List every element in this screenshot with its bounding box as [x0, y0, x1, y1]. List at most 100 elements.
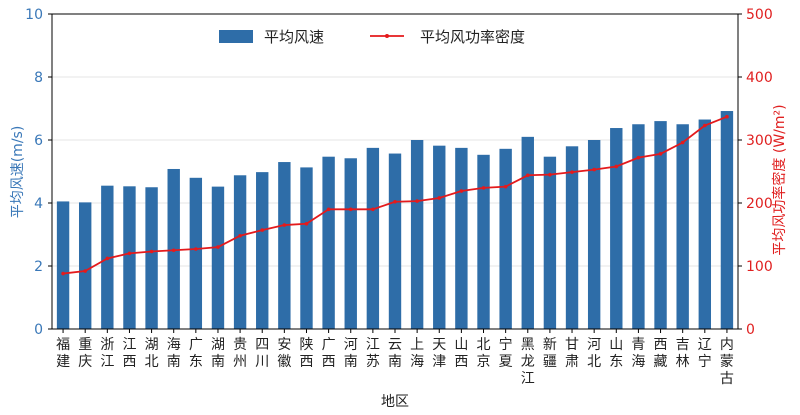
bar-10: [278, 162, 291, 329]
power-density-point-11: [304, 221, 309, 226]
power-density-point-1: [83, 269, 87, 273]
x-tick-label-15: 云南: [388, 337, 402, 370]
x-tick-label-4: 湖北: [145, 337, 159, 370]
x-tick-label-9: 四川: [255, 337, 269, 370]
x-tick-label-27: 西藏: [654, 337, 668, 370]
y-axis-label-left: 平均风速(m/s): [10, 126, 26, 219]
x-axis-label: 地区: [381, 394, 409, 410]
x-tick-label-30: 内蒙古: [720, 337, 734, 387]
power-density-point-7: [216, 245, 220, 249]
x-tick-label-12: 广西: [322, 337, 336, 370]
power-density-point-8: [238, 233, 242, 238]
left-tick-label-1: 2: [34, 259, 43, 275]
bar-26: [632, 124, 645, 329]
x-tick-label-21: 黑龙江: [521, 337, 535, 387]
x-tick-label-28: 吉林: [676, 337, 690, 370]
legend-bar-swatch: [219, 30, 253, 43]
left-tick-label-2: 4: [34, 196, 43, 212]
left-tick-label-0: 0: [34, 322, 43, 338]
x-tick-label-6: 广东: [189, 337, 203, 370]
x-tick-label-7: 湖南: [211, 337, 225, 370]
left-axis-ticks: 0 2 4 6 8 10: [25, 7, 52, 338]
bar-4: [145, 187, 158, 329]
power-density-point-16: [415, 199, 419, 203]
power-density-point-2: [105, 256, 110, 261]
x-tick-label-13: 河南: [344, 337, 358, 370]
power-density-point-14: [371, 207, 375, 212]
x-tick-label-17: 天津: [432, 337, 446, 370]
power-density-point-4: [149, 249, 154, 254]
right-tick-label-1: 100: [746, 259, 773, 275]
power-density-point-20: [503, 184, 508, 189]
bar-12: [322, 156, 335, 329]
x-tick-label-18: 山西: [454, 337, 468, 370]
x-tick-label-16: 上海: [410, 337, 424, 370]
bar-22: [543, 156, 557, 329]
bar-18: [455, 147, 468, 329]
x-tick-label-11: 陕西: [299, 337, 313, 370]
power-density-point-5: [171, 248, 176, 253]
x-tick-label-20: 宁夏: [499, 336, 513, 370]
x-tick-label-14: 江苏: [366, 337, 380, 370]
x-tick-label-5: 海南: [167, 337, 181, 370]
power-density-point-9: [260, 228, 265, 232]
power-density-point-27: [658, 152, 663, 156]
x-tick-label-8: 贵州: [233, 337, 247, 370]
power-density-point-25: [614, 164, 619, 169]
bar-23: [565, 146, 579, 329]
power-density-point-21: [525, 173, 530, 178]
left-tick-label-4: 8: [34, 70, 43, 86]
bar-1: [78, 202, 92, 329]
power-density-point-24: [592, 167, 596, 172]
x-tick-label-29: 辽宁: [698, 337, 712, 370]
x-tick-label-26: 青海: [631, 337, 645, 370]
power-density-point-13: [348, 207, 353, 212]
x-tick-label-23: 甘肃: [565, 337, 579, 370]
y-axis-label-right: 平均风功率密度 (W/m²): [771, 104, 788, 255]
power-density-point-18: [459, 189, 464, 193]
bar-20: [499, 148, 512, 329]
power-density-point-23: [570, 170, 574, 174]
right-axis-ticks: 0 100 200 300 400 500: [738, 7, 773, 338]
power-density-point-12: [326, 207, 331, 212]
bar-7: [211, 186, 225, 329]
bar-15: [388, 153, 402, 329]
left-tick-label-5: 10: [25, 7, 43, 23]
x-tick-label-25: 山东: [609, 337, 623, 370]
bar-9: [256, 172, 269, 329]
power-density-point-26: [636, 155, 641, 160]
bar-21: [521, 136, 534, 329]
bar-14: [366, 147, 380, 329]
right-tick-label-0: 0: [746, 322, 755, 338]
x-tick-label-3: 江西: [122, 337, 136, 370]
legend-line-label: 平均风功率密度: [420, 28, 525, 46]
bar-11: [300, 167, 313, 329]
bar-27: [654, 121, 667, 329]
power-density-point-22: [548, 172, 552, 177]
power-density-point-29: [703, 123, 707, 128]
x-tick-label-10: 安徽: [277, 337, 291, 370]
power-density-point-0: [61, 271, 65, 276]
bars: [56, 111, 734, 330]
bar-3: [123, 186, 136, 329]
x-tick-label-19: 北京: [477, 337, 491, 370]
power-density-point-17: [437, 196, 442, 200]
bar-19: [477, 154, 490, 329]
x-tick-label-0: 福建: [56, 337, 70, 370]
bar-16: [410, 140, 424, 329]
bar-17: [433, 145, 446, 329]
x-tick-label-1: 重庆: [78, 337, 92, 370]
power-density-point-19: [481, 186, 486, 190]
x-tick-label-24: 河北: [587, 337, 601, 370]
bar-0: [56, 201, 70, 329]
bar-8: [233, 175, 247, 329]
right-tick-label-5: 500: [746, 7, 773, 23]
category-labels: 福建重庆浙江江西湖北海南广东湖南贵州四川安徽陕西广西河南江苏云南上海天津山西北京…: [56, 329, 734, 387]
legend: 平均风速 平均风功率密度: [219, 28, 525, 46]
bar-29: [698, 119, 712, 330]
bar-28: [676, 124, 689, 329]
power-density-point-30: [725, 114, 729, 119]
power-density-point-28: [680, 140, 685, 145]
bar-24: [587, 140, 601, 329]
